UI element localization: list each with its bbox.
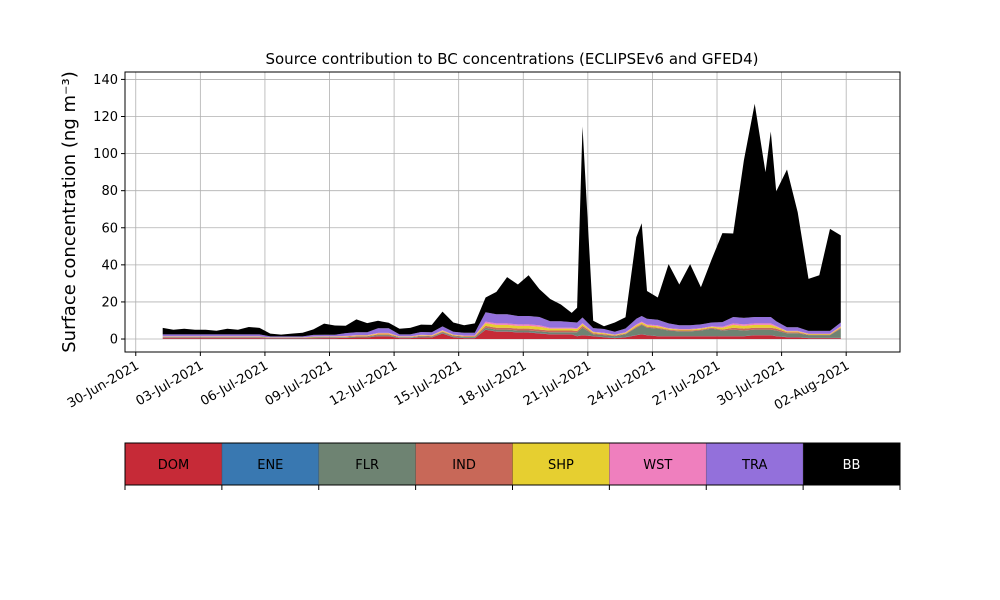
area-series-shp (162, 322, 841, 338)
legend-label-wst: WST (643, 458, 672, 473)
legend-swatch-flr (318, 443, 416, 485)
legend-swatch-ind (415, 443, 513, 485)
stacked-areas (162, 103, 841, 339)
legend-swatch-dom (125, 443, 222, 485)
legend-label-flr: FLR (355, 458, 379, 473)
chart-title: Source contribution to BC concentrations… (265, 50, 758, 68)
area-series-wst (162, 321, 841, 338)
legend-swatch-bb (803, 443, 900, 485)
legend-swatch-shp (512, 443, 610, 485)
y-tick-label: 20 (101, 295, 118, 310)
y-tick-label: 140 (93, 73, 118, 88)
legend-colorbar: DOM ENE FLR IND SHP WST TRA BB (124, 442, 901, 490)
y-tick-label: 120 (93, 110, 118, 125)
area-series-bb (162, 103, 841, 337)
legend-swatch-ene (221, 443, 319, 485)
legend-label-shp: SHP (548, 458, 574, 473)
legend-label-dom: DOM (158, 458, 189, 473)
y-tick-label: 40 (101, 258, 118, 273)
area-series-dom (162, 329, 841, 339)
y-tick-label: 100 (93, 147, 118, 162)
legend-swatch-tra (706, 443, 804, 485)
legend-label-ene: ENE (257, 458, 283, 473)
legend-label-bb: BB (843, 458, 861, 473)
y-tick-label: 60 (101, 221, 118, 236)
area-series-tra (162, 312, 841, 338)
y-axis-label: Surface concentration (ng m⁻³) (59, 71, 80, 353)
legend-label-tra: TRA (741, 458, 767, 473)
y-tick-label: 80 (101, 184, 118, 199)
area-series-flr (162, 324, 841, 339)
legend-swatch-wst (609, 443, 707, 485)
plot-frame (124, 71, 901, 353)
y-tick-label: 0 (110, 333, 118, 348)
legend-label-ind: IND (452, 458, 476, 473)
